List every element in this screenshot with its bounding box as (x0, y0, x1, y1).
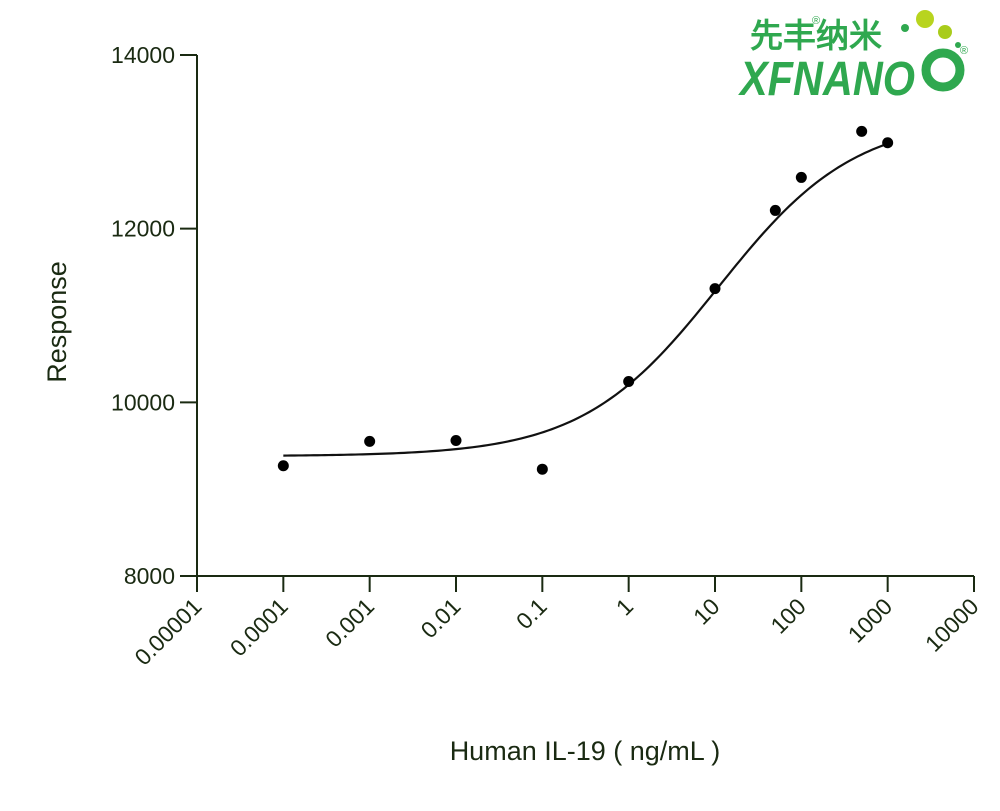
logo-registered-mark: ® (960, 45, 968, 57)
data-point (795, 171, 807, 183)
x-tick-label: 0.001 (320, 593, 379, 652)
x-tick-label: 10000 (920, 593, 984, 657)
data-points (277, 125, 894, 475)
x-tick-label: 1000 (843, 593, 898, 648)
logo-green-dot-small-icon (901, 24, 909, 32)
logo-lime-dot-large-icon (916, 10, 934, 28)
logo-lime-dot-medium-icon (938, 25, 952, 39)
y-tick-label: 10000 (111, 389, 175, 415)
x-axis-title: Human IL-19 ( ng/mL ) (450, 736, 721, 766)
x-tick-label: 100 (765, 593, 811, 639)
data-point (769, 204, 781, 216)
logo-chinese-text: 先丰纳米 (750, 17, 882, 54)
y-tick-label: 8000 (124, 563, 175, 589)
y-tick-label: 12000 (111, 216, 175, 242)
x-tick-label: 0.0001 (225, 593, 293, 661)
x-ticks: 0.00001 0.0001 0.001 0.01 0.1 1 10 100 1000 10000 (129, 576, 984, 670)
data-point (856, 125, 868, 137)
data-point (364, 435, 376, 447)
logo-registered-mark-small: ® (812, 15, 820, 27)
data-point (709, 283, 721, 295)
y-tick-label: 14000 (111, 42, 175, 68)
fit-curve (283, 142, 889, 457)
xfnano-logo: 先丰纳米 ® XFNANO ® (737, 10, 968, 106)
logo-ring-icon (921, 48, 965, 92)
logo-english-text: XFNANO (737, 53, 915, 106)
x-tick-label: 0.00001 (129, 593, 206, 670)
fit-curve-layer (283, 142, 889, 457)
data-point (450, 435, 462, 447)
y-axis-title: Response (42, 261, 72, 383)
y-ticks: 8000 10000 12000 14000 (111, 42, 197, 589)
data-point (277, 460, 289, 472)
data-point (882, 137, 894, 149)
x-tick-label: 0.1 (511, 593, 552, 634)
logo-green-dot-tiny-icon (955, 42, 961, 48)
data-point (623, 375, 635, 387)
data-point (536, 463, 548, 475)
x-tick-label: 1 (611, 593, 638, 620)
x-tick-label: 0.01 (415, 593, 465, 643)
x-tick-label: 10 (688, 593, 724, 629)
